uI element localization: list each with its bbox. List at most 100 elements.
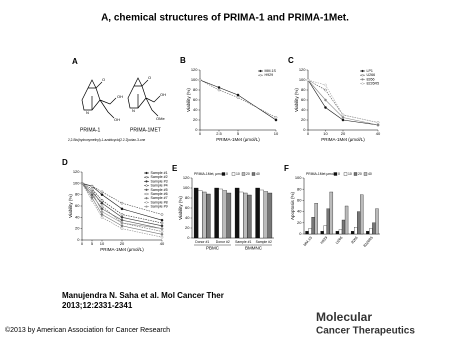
data-point <box>120 227 124 230</box>
y-axis-label: Viability (%) <box>68 194 73 218</box>
y-tick-label: 60 <box>301 97 306 102</box>
legend-label: 40 <box>256 172 260 176</box>
legend-title: PRIMA-1Met μmol/L <box>306 172 337 176</box>
legend-swatch <box>231 172 236 176</box>
y-tick-label: 0 <box>77 237 80 242</box>
series-line <box>81 183 163 215</box>
series-line <box>81 183 163 238</box>
legend-label: Sample #6 <box>151 192 168 196</box>
series-line <box>199 79 277 118</box>
structure-prima1 <box>81 79 117 119</box>
legend-swatch <box>221 172 226 176</box>
legend-label: 10 <box>348 172 352 176</box>
bar <box>197 190 203 239</box>
x-axis-label: PRIMA-1Met (μmol/L) <box>321 137 365 142</box>
bar <box>259 189 264 239</box>
legend-marker <box>145 188 148 191</box>
data-point <box>236 93 240 97</box>
data-point <box>160 235 164 239</box>
legend-label: 10 <box>236 172 240 176</box>
y-tick-label: 100 <box>295 175 302 180</box>
x-tick-label: 40 <box>160 241 165 246</box>
x-tick-label: 8226R5 <box>363 236 374 248</box>
bar <box>341 219 346 235</box>
series-line <box>307 79 379 123</box>
bar <box>323 225 327 235</box>
y-tick-label: 20 <box>185 225 190 230</box>
data-point <box>341 116 345 119</box>
data-point <box>120 218 124 222</box>
y-tick-label: 120 <box>299 67 306 72</box>
y-axis-label: Viability (%) <box>186 88 191 112</box>
data-point <box>160 221 164 225</box>
data-point <box>160 233 164 236</box>
x-tick-label: 5 <box>237 131 240 136</box>
x-tick-label: 0 <box>199 131 202 136</box>
data-point <box>160 213 164 216</box>
legend-swatch <box>363 172 368 176</box>
bar <box>214 187 219 239</box>
bar <box>234 187 240 239</box>
atom: OH <box>114 117 120 122</box>
citation: Manujendra N. Saha et al. Mol Cancer The… <box>62 291 224 310</box>
legend-label: 8226R5 <box>367 82 380 86</box>
legend-label: 20 <box>358 172 362 176</box>
atom: OH <box>160 92 166 97</box>
x-tick-label: 5 <box>91 241 94 246</box>
data-point <box>341 118 345 122</box>
data-point <box>100 216 104 219</box>
y-tick-label: 80 <box>301 87 306 92</box>
bar <box>360 194 364 235</box>
data-point <box>274 116 278 119</box>
legend-marker <box>145 201 148 204</box>
bar <box>226 192 232 239</box>
bar <box>206 193 211 239</box>
bar <box>263 191 268 239</box>
legend-marker <box>145 180 148 183</box>
bar <box>375 208 379 235</box>
y-tick-label: 60 <box>75 203 80 208</box>
legend-marker <box>145 171 148 175</box>
y-tick-label: 0 <box>187 235 190 240</box>
data-point <box>120 216 124 219</box>
x-tick-label: 0 <box>81 241 84 246</box>
x-tick-label: Donor #2 <box>216 240 230 244</box>
legend-marker <box>361 74 364 77</box>
bar <box>329 191 334 235</box>
data-point <box>120 221 124 225</box>
x-axis-label: PRIMA-1Met (μmol/L) <box>216 137 260 142</box>
panel-letter: D <box>62 158 68 167</box>
legend-label: 8266 <box>367 77 375 81</box>
series-line <box>307 79 379 126</box>
legend-marker <box>145 176 148 179</box>
y-axis-label: Viability (%) <box>294 88 299 112</box>
legend-label: U266 <box>367 73 376 77</box>
y-tick-label: 100 <box>183 185 190 190</box>
atom: OH <box>117 94 123 99</box>
legend-swatch <box>241 172 246 176</box>
data-point <box>90 184 94 188</box>
y-tick-label: 0 <box>303 127 306 132</box>
y-tick-label: 40 <box>297 209 302 214</box>
bar <box>372 222 376 235</box>
legend-title: PRIMA-1Met, μmol/L <box>194 172 226 176</box>
y-tick-label: 120 <box>191 67 198 72</box>
atom: O <box>102 77 105 82</box>
bar <box>202 191 207 239</box>
data-point <box>100 204 104 208</box>
data-point <box>160 224 164 228</box>
y-tick-label: 20 <box>75 226 80 231</box>
compound-label: PRIMA-1MET <box>130 127 161 133</box>
y-tick-label: 0 <box>195 127 198 132</box>
legend-marker <box>361 69 364 73</box>
bar <box>354 227 358 235</box>
x-tick-label: Sample #1 <box>235 240 251 244</box>
bar <box>350 231 355 235</box>
legend-label: 0 <box>338 172 340 176</box>
bar <box>314 203 318 235</box>
copyright: ©2013 by American Association for Cancer… <box>5 326 170 334</box>
data-point <box>198 78 202 82</box>
legend-label: MM.1S <box>265 69 277 73</box>
x-tick-label: 0 <box>307 131 310 136</box>
